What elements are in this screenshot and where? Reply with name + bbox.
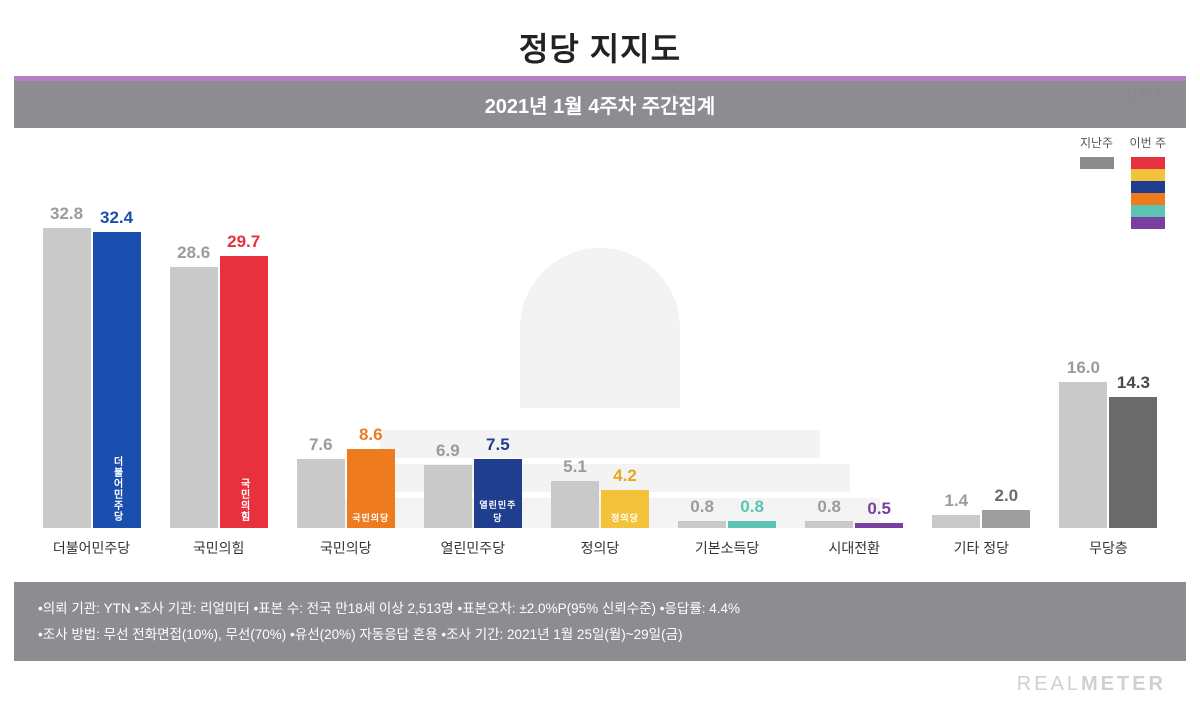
bar-curr: 32.4더불어민주당 xyxy=(93,232,141,528)
bar-prev-value: 6.9 xyxy=(436,441,460,461)
legend-curr-swatch xyxy=(1131,169,1165,181)
bar-prev-value: 16.0 xyxy=(1067,358,1100,378)
bar-prev: 0.8 xyxy=(805,521,853,528)
party-logo-label: 더불어민주당 xyxy=(109,456,124,522)
bar-group: 0.80.8기본소득당 xyxy=(664,188,791,568)
bar-curr: 8.6국민의당 xyxy=(347,449,395,528)
bar-pair: 32.832.4더불어민주당 xyxy=(43,188,141,528)
bar-prev-value: 0.8 xyxy=(690,497,714,517)
bar-prev-value: 28.6 xyxy=(177,243,210,263)
x-axis-label: 시대전환 xyxy=(828,538,880,558)
chart-title: 정당 지지도 xyxy=(0,0,1200,76)
bar-curr-value: 29.7 xyxy=(227,232,260,252)
bar-curr-value: 0.5 xyxy=(867,499,891,519)
bar-curr: 2.0 xyxy=(982,510,1030,528)
chart-area: 지난주 이번 주 32.832.4더불어민주당더불어민주당28.629.7국민의… xyxy=(14,128,1186,568)
bar-group: 5.14.2정의당정의당 xyxy=(536,188,663,568)
legend-prev: 지난주 xyxy=(1080,134,1114,169)
x-axis-label: 열린민주당 xyxy=(441,538,505,558)
legend-prev-label: 지난주 xyxy=(1080,134,1113,151)
bar-pair: 0.80.5 xyxy=(805,188,903,528)
x-axis-label: 무당층 xyxy=(1089,538,1128,558)
bar-prev: 7.6 xyxy=(297,459,345,528)
bar-prev: 32.8 xyxy=(43,228,91,528)
bar-pair: 1.42.0 xyxy=(932,188,1030,528)
bar-group: 1.42.0기타 정당 xyxy=(918,188,1045,568)
bar-prev-value: 1.4 xyxy=(944,491,968,511)
bar-prev: 16.0 xyxy=(1059,382,1107,528)
bar-prev-value: 32.8 xyxy=(50,204,83,224)
x-axis-label: 국민의힘 xyxy=(193,538,245,558)
x-axis-label: 더불어민주당 xyxy=(53,538,130,558)
footer-line-2: •조사 방법: 무선 전화면접(10%), 무선(70%) •유선(20%) 자… xyxy=(38,622,1162,648)
bar-group: 7.68.6국민의당국민의당 xyxy=(282,188,409,568)
party-logo-label: 정의당 xyxy=(603,511,647,524)
bar-pair: 16.014.3 xyxy=(1059,188,1157,528)
unit-label: 단위: % xyxy=(1127,86,1166,103)
bar-curr-value: 14.3 xyxy=(1117,373,1150,393)
party-logo-label: 국민의당 xyxy=(349,511,393,524)
bar-group: 6.97.5열린민주당열린민주당 xyxy=(409,188,536,568)
bar-curr: 4.2정의당 xyxy=(601,490,649,528)
bar-group: 32.832.4더불어민주당더불어민주당 xyxy=(28,188,155,568)
bar-group: 0.80.5시대전환 xyxy=(791,188,918,568)
bar-curr-value: 7.5 xyxy=(486,435,510,455)
subtitle-bar: 2021년 1월 4주차 주간집계 xyxy=(14,81,1186,128)
legend-curr-label: 이번 주 xyxy=(1130,134,1166,151)
bar-curr-value: 0.8 xyxy=(740,497,764,517)
party-logo-label: 국민의힘 xyxy=(236,478,251,522)
bar-group: 28.629.7국민의힘국민의힘 xyxy=(155,188,282,568)
x-axis-label: 기타 정당 xyxy=(954,538,1009,558)
bar-pair: 7.68.6국민의당 xyxy=(297,188,395,528)
bar-prev: 6.9 xyxy=(424,465,472,528)
bar-prev-value: 7.6 xyxy=(309,435,333,455)
bar-prev-value: 0.8 xyxy=(817,497,841,517)
footer-line-1: •의뢰 기관: YTN •조사 기관: 리얼미터 •표본 수: 전국 만18세 … xyxy=(38,596,1162,622)
bar-pair: 6.97.5열린민주당 xyxy=(424,188,522,528)
bar-curr: 7.5열린민주당 xyxy=(474,459,522,528)
footer-info: •의뢰 기관: YTN •조사 기관: 리얼미터 •표본 수: 전국 만18세 … xyxy=(14,582,1186,661)
bar-prev: 1.4 xyxy=(932,515,980,528)
bar-curr-value: 4.2 xyxy=(613,466,637,486)
legend-prev-swatch xyxy=(1080,157,1114,169)
bar-curr: 0.8 xyxy=(728,521,776,528)
bar-prev-value: 5.1 xyxy=(563,457,587,477)
brand-logo: REALMETER xyxy=(1017,673,1166,696)
bar-curr-value: 8.6 xyxy=(359,425,383,445)
bar-curr: 29.7국민의힘 xyxy=(220,256,268,528)
bar-pair: 5.14.2정의당 xyxy=(551,188,649,528)
bars-container: 32.832.4더불어민주당더불어민주당28.629.7국민의힘국민의힘7.68… xyxy=(28,188,1172,568)
party-logo-label: 열린민주당 xyxy=(476,498,520,524)
bar-prev: 0.8 xyxy=(678,521,726,528)
bar-pair: 28.629.7국민의힘 xyxy=(170,188,268,528)
bar-curr-value: 32.4 xyxy=(100,208,133,228)
bar-curr: 0.5 xyxy=(855,523,903,528)
x-axis-label: 정의당 xyxy=(581,538,620,558)
bar-prev: 5.1 xyxy=(551,481,599,528)
bar-group: 16.014.3무당층 xyxy=(1045,188,1172,568)
bar-curr: 14.3 xyxy=(1109,397,1157,528)
legend-curr-swatch xyxy=(1131,157,1165,169)
bar-prev: 28.6 xyxy=(170,267,218,528)
x-axis-label: 기본소득당 xyxy=(695,538,759,558)
x-axis-label: 국민의당 xyxy=(320,538,372,558)
bar-curr-value: 2.0 xyxy=(994,486,1018,506)
bar-pair: 0.80.8 xyxy=(678,188,776,528)
